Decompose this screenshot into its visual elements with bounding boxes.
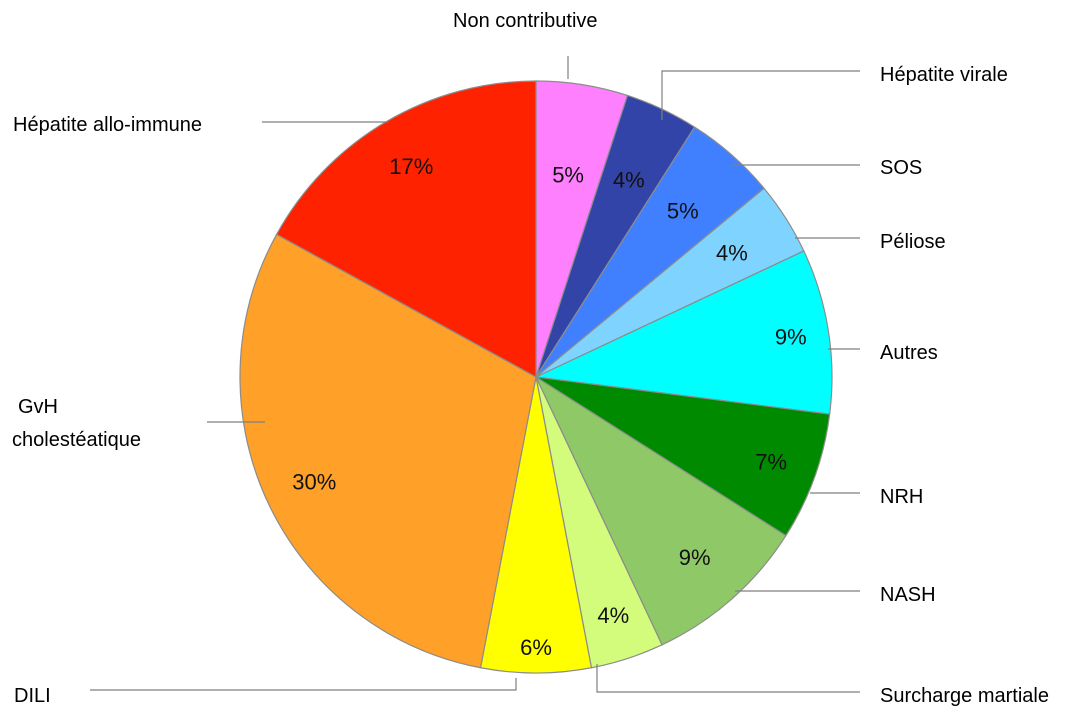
percent-label-hepatite-virale: 4% xyxy=(613,168,645,193)
percent-label-surcharge-martiale: 4% xyxy=(597,603,629,628)
category-label-surcharge-martiale: Surcharge martiale xyxy=(880,685,1049,707)
category-label-hepatite-allo-immune: Hépatite allo-immune xyxy=(13,114,202,136)
category-label-hepatite-virale: Hépatite virale xyxy=(880,64,1008,86)
percent-label-peliose: 4% xyxy=(716,241,748,266)
leader-line-surcharge-martiale xyxy=(596,664,860,693)
slice-gvh-cholesteatique xyxy=(239,233,537,669)
percent-label-nash: 9% xyxy=(679,545,711,570)
percent-label-non-contributive: 5% xyxy=(552,163,584,188)
category-labels: Non contributive Hépatite virale SOS Pélios… xyxy=(12,10,1049,707)
percent-label-dili: 6% xyxy=(520,635,552,660)
category-label-peliose: Péliose xyxy=(880,231,946,253)
slice-nash xyxy=(534,375,787,646)
slice-autres xyxy=(533,250,833,415)
leader-line-hepatite-virale xyxy=(661,70,860,120)
leader-line-dili xyxy=(90,678,517,691)
category-label-non-contributive: Non contributive xyxy=(453,10,598,32)
percent-label-sos: 5% xyxy=(667,199,699,224)
category-label-nrh: NRH xyxy=(880,486,923,508)
percent-label-autres: 9% xyxy=(775,325,807,350)
category-label-dili: DILI xyxy=(14,685,51,707)
pie-slices xyxy=(239,80,833,674)
category-label-autres: Autres xyxy=(880,342,938,364)
category-label-nash: NASH xyxy=(880,584,936,606)
percent-label-nrh: 7% xyxy=(755,450,787,475)
category-label-gvh-cholesteatique-line-2: cholestéatique xyxy=(12,429,141,451)
slice-nrh xyxy=(535,376,831,537)
percent-labels: 5% 4% 5% 4% 9% 7% 9% 4% 6% 30% 17% xyxy=(292,154,806,660)
category-label-sos: SOS xyxy=(880,157,922,179)
percent-label-gvh-cholesteatique: 30% xyxy=(292,469,336,494)
percent-label-hepatite-allo-immune: 17% xyxy=(389,154,433,179)
category-label-gvh-cholesteatique-line-1: GvH xyxy=(18,396,58,418)
leader-lines xyxy=(90,56,860,693)
